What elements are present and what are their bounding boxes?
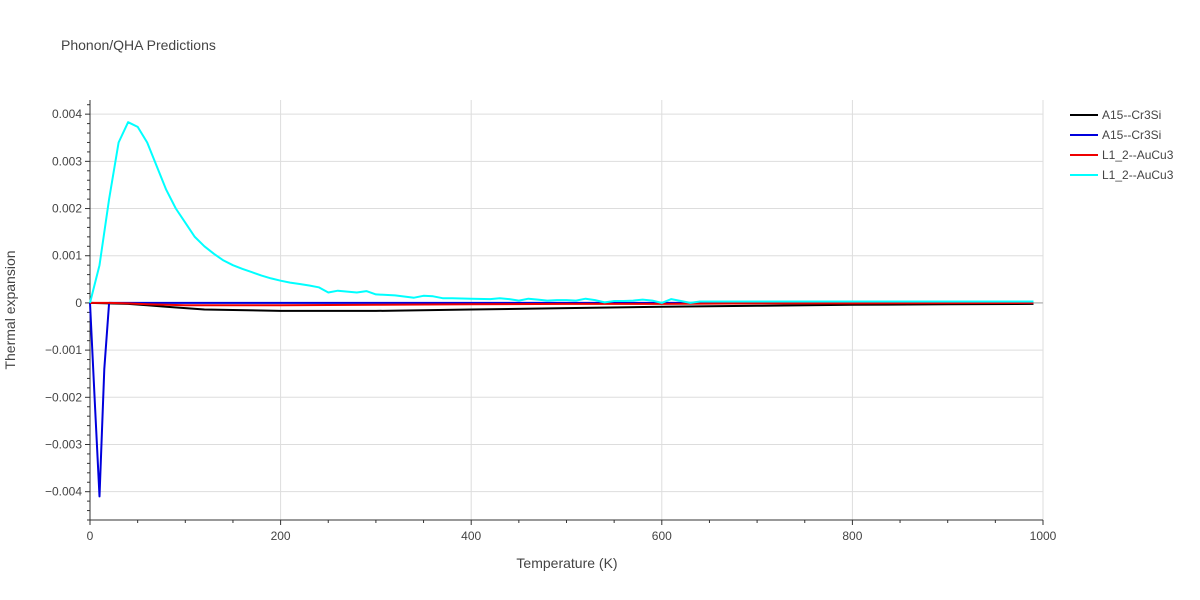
- y-tick-label: −0.002: [45, 390, 82, 404]
- legend-label: A15--Cr3Si: [1102, 128, 1161, 142]
- y-tick-label: 0.002: [52, 202, 82, 216]
- x-tick-label: 600: [652, 529, 672, 543]
- x-tick-label: 400: [461, 529, 481, 543]
- legend-label: L1_2--AuCu3: [1102, 148, 1174, 162]
- y-tick-label: −0.003: [45, 437, 82, 451]
- x-tick-label: 800: [842, 529, 862, 543]
- legend[interactable]: A15--Cr3Si A15--Cr3Si L1_2--AuCu3 L1_2--AuC…: [1070, 108, 1174, 182]
- y-tick-label: 0.003: [52, 154, 82, 168]
- y-tick-label: 0: [75, 296, 82, 310]
- chart-title: Phonon/QHA Predictions: [61, 37, 216, 53]
- x-tick-label: 200: [271, 529, 291, 543]
- y-tick-label: 0.001: [52, 249, 82, 263]
- y-axis-title: Thermal expansion: [2, 250, 18, 369]
- legend-label: L1_2--AuCu3: [1102, 168, 1174, 182]
- y-tick-label: 0.004: [52, 107, 82, 121]
- x-tick-label: 1000: [1030, 529, 1057, 543]
- y-tick-label: −0.001: [45, 343, 82, 357]
- x-tick-label: 0: [87, 529, 94, 543]
- legend-item-3[interactable]: L1_2--AuCu3: [1070, 168, 1174, 182]
- series-line-2: [90, 301, 1034, 307]
- y-tick-label: −0.004: [45, 485, 82, 499]
- legend-label: A15--Cr3Si: [1102, 108, 1161, 122]
- series-line-1: [89, 301, 1034, 498]
- legend-item-1[interactable]: A15--Cr3Si: [1070, 128, 1161, 142]
- legend-item-0[interactable]: A15--Cr3Si: [1070, 108, 1161, 122]
- axes: 0 200 400 600 800 1000 0.004 0.003 0.002 0.001 0 −0…: [45, 100, 1057, 543]
- plot-area: [89, 121, 1034, 498]
- x-axis-title: Temperature (K): [516, 555, 617, 571]
- legend-item-2[interactable]: L1_2--AuCu3: [1070, 148, 1174, 162]
- series-line-3: [89, 121, 1034, 304]
